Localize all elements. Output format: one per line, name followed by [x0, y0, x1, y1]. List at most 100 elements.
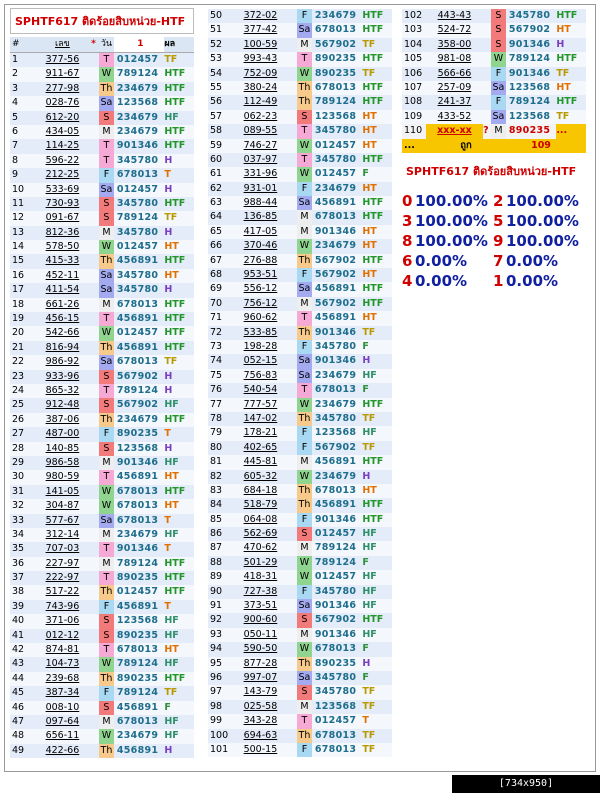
spacer: [289, 498, 297, 512]
spacer: [289, 513, 297, 527]
digits: 890235: [116, 572, 159, 584]
left-column: SPHTF617 ติดร้อยสิบหน่วย-HTF # เลข * วัน 1 ผล…: [10, 8, 194, 759]
spacer: [91, 542, 99, 556]
table-row: 51 377-42 Sa 678013 HTF: [208, 23, 392, 38]
digits: 678013: [116, 485, 159, 497]
digits: 678013: [116, 169, 159, 181]
row-number: 19: [12, 313, 25, 325]
digits: 345780: [116, 154, 159, 166]
row-number: 96: [210, 671, 223, 683]
table-row: 36 227-97 M 789124 HTF: [10, 556, 194, 572]
day: Sa: [297, 368, 312, 384]
number: 037-97: [243, 153, 278, 165]
number: 777-57: [243, 398, 278, 410]
digits: 345780: [116, 269, 159, 281]
result: HF: [362, 600, 377, 612]
spacer: [289, 9, 297, 23]
digits: 234679: [116, 413, 159, 425]
digits: 890235: [116, 672, 159, 684]
spacer: [91, 614, 99, 628]
digits: 678013: [116, 298, 159, 310]
row-number: 5: [12, 111, 19, 123]
day: Th: [99, 81, 114, 97]
number: 540-54: [243, 384, 278, 396]
row-number: 32: [12, 500, 25, 512]
table-row: 26 387-06 Th 234679 HTF: [10, 412, 194, 428]
result: H: [164, 284, 173, 296]
row-number: 1: [12, 54, 19, 65]
table-row: 50 372-02 F 234679 HTF: [208, 9, 392, 24]
row-number: 26: [12, 413, 25, 425]
row-number: 94: [210, 643, 223, 655]
spacer: [289, 671, 297, 685]
digits: 012457: [116, 183, 159, 195]
result: TF: [362, 412, 376, 424]
day: F: [99, 427, 114, 442]
day: S: [297, 527, 312, 542]
digits: 345780: [116, 284, 159, 296]
digit: 2: [493, 191, 504, 210]
row-number: 71: [210, 312, 223, 324]
row-number: 62: [210, 182, 223, 194]
row-number: 10: [12, 183, 25, 195]
day: T: [99, 153, 114, 169]
digits: 234679: [116, 82, 159, 94]
number: 590-50: [243, 643, 278, 655]
spacer: [91, 139, 99, 153]
dots: ...: [404, 139, 415, 151]
day: W: [297, 570, 312, 585]
digits: 012457: [116, 586, 159, 598]
label: ถูก: [460, 139, 472, 151]
digits: 789124: [116, 687, 159, 699]
table-row: 9 212-25 F 678013 T: [10, 168, 194, 183]
number: 304-87: [45, 500, 80, 512]
digits: 567902: [314, 441, 357, 453]
result: T: [164, 428, 171, 440]
result: H: [164, 442, 173, 454]
stats-line: 6 0.00% 7 0.00%: [402, 251, 586, 271]
digits: 901346: [116, 456, 159, 468]
digits: 234679: [314, 369, 357, 381]
day: T: [99, 139, 114, 154]
digits: 901346: [116, 543, 159, 555]
day: Th: [99, 340, 114, 356]
day: Th: [297, 728, 312, 743]
number: 089-55: [243, 125, 278, 137]
spacer: [91, 355, 99, 369]
spacer: [91, 341, 99, 355]
table-row: 105 981-08 W 789124 HTF: [402, 52, 586, 67]
result: HT: [164, 644, 179, 656]
result: HTF: [164, 413, 186, 425]
digits: 678013: [314, 484, 357, 496]
row-number: 75: [210, 369, 223, 381]
number: 443-43: [437, 10, 472, 21]
row-number: 105: [404, 53, 423, 65]
number: 877-28: [243, 657, 278, 669]
number: 371-06: [45, 615, 80, 627]
digits: 789124: [116, 384, 159, 396]
result: HTF: [362, 499, 384, 511]
spacer: [91, 585, 99, 599]
table-row: 30 980-59 T 456891 HT: [10, 470, 194, 485]
table-row: 108 241-37 F 789124 HTF: [402, 95, 586, 110]
digit: 3: [402, 211, 413, 230]
digits: 567902: [314, 297, 357, 309]
row-number: 2: [12, 68, 19, 80]
result: HTF: [362, 81, 384, 93]
table-row: 88 501-29 W 789124 F: [208, 555, 392, 571]
spacer: [483, 52, 491, 66]
result: HF: [164, 111, 179, 123]
number: 605-32: [243, 470, 278, 482]
number: 542-66: [45, 327, 80, 339]
number: 694-63: [243, 729, 278, 741]
table-row: 100 694-63 Th 678013 TF: [208, 728, 392, 743]
table-row: 66 370-46 W 234679 HT: [208, 239, 392, 254]
result: ...: [556, 124, 586, 139]
count: 109: [531, 139, 551, 151]
result: HF: [164, 658, 179, 670]
digits: 345780: [314, 412, 357, 424]
result: F: [362, 643, 369, 655]
row-number: 102: [404, 10, 423, 21]
row-number: 76: [210, 384, 223, 396]
result: T: [164, 600, 171, 612]
